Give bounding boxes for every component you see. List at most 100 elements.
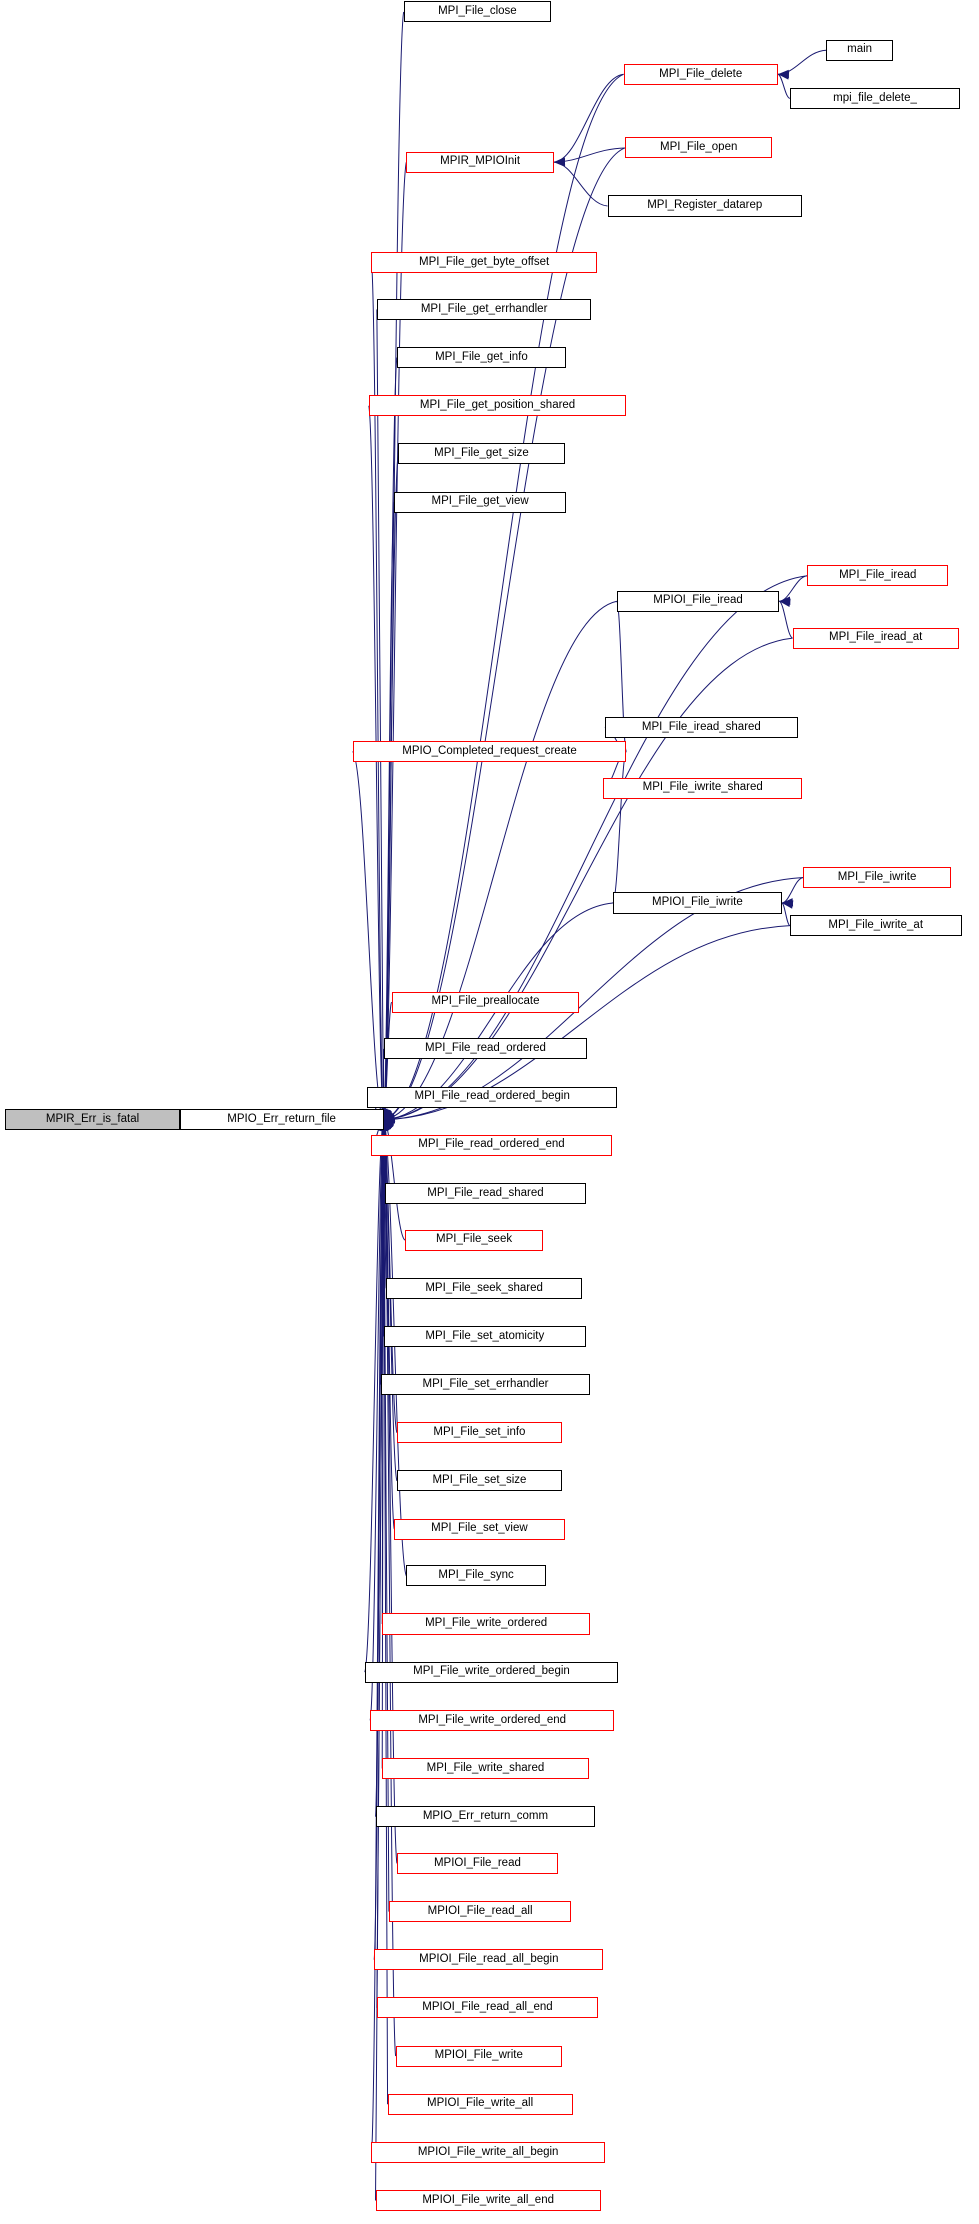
graph-node-mpi-file-set-info[interactable]: MPI_File_set_info <box>396 1422 562 1444</box>
graph-edge <box>779 575 808 602</box>
graph-node-mpioi-file-iread[interactable]: MPIOI_File_iread <box>616 590 780 612</box>
graph-edge-arrowhead <box>383 1107 392 1120</box>
graph-edge <box>364 1119 385 1673</box>
graph-edge <box>777 49 827 75</box>
graph-node-mpioi-file-write[interactable]: MPIOI_File_write <box>395 2045 562 2067</box>
graph-edge <box>370 262 385 1120</box>
graph-edge-arrowhead <box>777 71 790 80</box>
graph-node-mpi-file-set-atomicity[interactable]: MPI_File_set_atomicity <box>383 1325 587 1347</box>
graph-node-label: MPI_File_iwrite_at <box>828 918 924 931</box>
graph-node-label: MPI_File_write_ordered <box>425 1617 548 1630</box>
graph-edge <box>376 309 385 1120</box>
graph-node-mpioi-file-read[interactable]: MPIOI_File_read <box>396 1852 558 1874</box>
graph-edge-arrowhead <box>383 1114 395 1124</box>
graph-node-mpi-file-preallocate[interactable]: MPI_File_preallocate <box>391 991 580 1013</box>
graph-node-mpi-file-get-view[interactable]: MPI_File_get_view <box>394 491 566 513</box>
graph-node-mpi-file-write-ordered[interactable]: MPI_File_write_ordered <box>382 1613 591 1635</box>
graph-node-mpi-file-read-ordered[interactable]: MPI_File_read_ordered <box>383 1038 588 1060</box>
graph-node-mpi-file-set-size[interactable]: MPI_File_set_size <box>396 1470 562 1492</box>
graph-node-label: MPIOI_File_write_all_begin <box>417 2145 559 2158</box>
graph-node-mpio-err-return-comm[interactable]: MPIO_Err_return_comm <box>375 1806 596 1828</box>
graph-node-mpioi-file-write-all[interactable]: MPIOI_File_write_all <box>387 2093 573 2115</box>
graph-node-mpi-file-iread-shared[interactable]: MPI_File_iread_shared <box>604 716 798 738</box>
graph-node-label: MPI_File_read_shared <box>427 1186 544 1199</box>
graph-edge-arrowhead <box>383 1115 395 1124</box>
graph-node-label: MPI_File_set_atomicity <box>425 1329 545 1342</box>
graph-node-mpi-file-get-size[interactable]: MPI_File_get_size <box>398 443 565 465</box>
graph-node-label: MPIOI_File_write_all <box>427 2097 534 2110</box>
graph-node-mpi-file-seek[interactable]: MPI_File_seek <box>405 1229 544 1251</box>
graph-edge <box>781 876 804 904</box>
graph-node-label: MPI_File_seek_shared <box>425 1281 543 1294</box>
graph-node-label: MPI_File_get_errhandler <box>420 302 548 315</box>
graph-node-label: MPIO_Completed_request_create <box>402 744 577 757</box>
graph-node-mpi-file-read-ordered-end[interactable]: MPI_File_read_ordered_end <box>371 1134 612 1156</box>
graph-node-mpi-file-get-byte-offset[interactable]: MPI_File_get_byte_offset <box>371 252 597 274</box>
graph-node-mpi-file-read-shared[interactable]: MPI_File_read_shared <box>384 1182 587 1204</box>
graph-node-mpi-file-seek-shared[interactable]: MPI_File_seek_shared <box>386 1277 583 1299</box>
graph-node-mpi-file-close[interactable]: MPI_File_close <box>403 1 552 23</box>
graph-edge-arrowhead <box>383 1119 392 1132</box>
graph-node-mpioi-file-write-all-end[interactable]: MPIOI_File_write_all_end <box>375 2190 601 2212</box>
graph-edge-arrowhead <box>781 898 794 907</box>
graph-node-mpioi-file-write-all-begin[interactable]: MPIOI_File_write_all_begin <box>371 2141 605 2163</box>
graph-node-label: mpi_file_delete_ <box>833 91 917 104</box>
graph-node-mpioi-file-read-all[interactable]: MPIOI_File_read_all <box>388 1901 572 1923</box>
graph-node-mpi-file-delete-[interactable]: mpi_file_delete_ <box>789 87 961 109</box>
graph-node-mpi-file-get-position-shared[interactable]: MPI_File_get_position_shared <box>368 395 627 417</box>
graph-node-mpir-mpioinit[interactable]: MPIR_MPIOInit <box>406 151 554 173</box>
graph-node-mpi-file-iread-at[interactable]: MPI_File_iread_at <box>792 627 959 649</box>
graph-node-mpi-file-iread[interactable]: MPI_File_iread <box>807 565 949 587</box>
graph-node-label: MPI_File_close <box>438 5 517 18</box>
graph-node-mpir-err-is-fatal[interactable]: MPIR_Err_is_fatal <box>5 1109 180 1131</box>
graph-node-mpi-file-delete[interactable]: MPI_File_delete <box>623 63 778 85</box>
graph-node-label: MPIR_MPIOInit <box>440 155 521 168</box>
graph-node-label: MPI_Register_datarep <box>647 199 763 212</box>
graph-edge <box>777 73 791 99</box>
graph-edge-arrowhead <box>383 1119 394 1132</box>
graph-edge-arrowhead <box>553 157 565 167</box>
graph-node-main[interactable]: main <box>826 39 894 61</box>
graph-node-label: MPI_File_delete <box>659 67 743 80</box>
graph-node-mpi-register-datarep[interactable]: MPI_Register_datarep <box>607 195 802 217</box>
graph-node-label: MPI_File_iwrite <box>837 870 917 883</box>
graph-node-mpioi-file-iwrite[interactable]: MPIOI_File_iwrite <box>612 892 782 914</box>
graph-node-label: MPI_File_read_ordered_begin <box>414 1090 570 1103</box>
graph-node-label: MPI_File_get_view <box>431 495 529 508</box>
graph-node-mpioi-file-read-all-begin[interactable]: MPIOI_File_read_all_begin <box>374 1949 604 1971</box>
graph-edge <box>383 1119 398 1482</box>
graph-node-mpio-completed-request-create[interactable]: MPIO_Completed_request_create <box>352 740 627 762</box>
graph-node-label: MPIOI_File_read_all <box>427 1904 533 1917</box>
graph-node-mpi-file-iwrite-shared[interactable]: MPI_File_iwrite_shared <box>603 777 802 799</box>
graph-edge-arrowhead <box>383 1114 395 1123</box>
graph-edge <box>381 1119 385 1625</box>
graph-edge-arrowhead <box>383 1119 395 1131</box>
graph-node-mpi-file-set-view[interactable]: MPI_File_set_view <box>394 1518 565 1540</box>
graph-node-mpi-file-read-ordered-begin[interactable]: MPI_File_read_ordered_begin <box>367 1086 617 1108</box>
graph-node-mpi-file-write-ordered-begin[interactable]: MPI_File_write_ordered_begin <box>364 1661 619 1683</box>
graph-edge <box>553 161 608 207</box>
graph-edge-arrowhead <box>781 900 794 909</box>
graph-node-label: MPI_File_read_ordered <box>425 1042 546 1055</box>
graph-node-label: MPI_File_set_info <box>433 1426 526 1438</box>
graph-edge <box>383 73 624 1121</box>
graph-node-mpi-file-get-info[interactable]: MPI_File_get_info <box>396 347 566 369</box>
graph-node-mpioi-file-read-all-end[interactable]: MPIOI_File_read_all_end <box>376 1997 599 2019</box>
graph-node-label: MPIO_Err_return_comm <box>422 1809 549 1822</box>
graph-node-mpio-err-return-file[interactable]: MPIO_Err_return_file <box>179 1109 384 1131</box>
graph-edge-arrowhead <box>383 1107 391 1120</box>
graph-node-mpi-file-iwrite[interactable]: MPI_File_iwrite <box>803 866 951 888</box>
graph-node-mpi-file-open[interactable]: MPI_File_open <box>624 137 773 159</box>
graph-node-label: MPIOI_File_write <box>434 2049 523 2062</box>
graph-node-label: MPI_File_preallocate <box>431 995 540 1008</box>
graph-node-label: MPI_File_seek <box>436 1233 513 1246</box>
graph-node-mpi-file-iwrite-at[interactable]: MPI_File_iwrite_at <box>789 915 962 937</box>
graph-node-mpi-file-write-shared[interactable]: MPI_File_write_shared <box>382 1757 589 1780</box>
graph-node-mpi-file-set-errhandler[interactable]: MPI_File_set_errhandler <box>380 1374 591 1396</box>
graph-node-mpi-file-sync[interactable]: MPI_File_sync <box>406 1565 546 1587</box>
graph-edge-arrowhead <box>383 1115 395 1124</box>
graph-edge-arrowhead <box>383 1114 395 1124</box>
graph-node-mpi-file-get-errhandler[interactable]: MPI_File_get_errhandler <box>376 298 592 320</box>
graph-node-label: MPI_File_get_byte_offset <box>419 255 550 268</box>
graph-node-mpi-file-write-ordered-end[interactable]: MPI_File_write_ordered_end <box>370 1709 615 1731</box>
